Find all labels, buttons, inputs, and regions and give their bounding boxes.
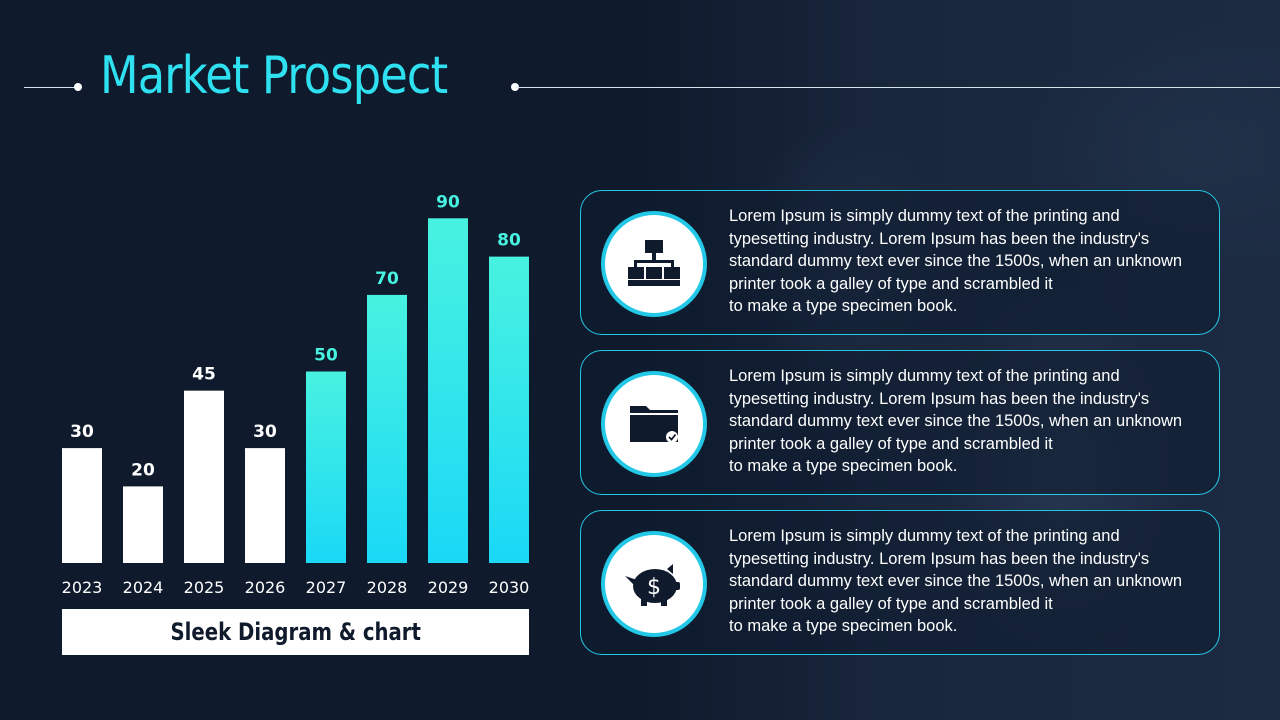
category-label-2030: 2030	[489, 578, 530, 597]
svg-text:$: $	[647, 575, 661, 600]
bar-2026	[245, 448, 285, 563]
category-label-2029: 2029	[428, 578, 469, 597]
value-label-2027: 50	[314, 346, 338, 366]
card-2-text: Lorem Ipsum is simply dummy text of the …	[729, 367, 1183, 475]
bar-2030	[489, 256, 529, 563]
card-icon-ring: $	[601, 531, 707, 637]
category-label-2028: 2028	[367, 578, 408, 597]
page-title: Market Prospect	[100, 46, 448, 106]
bar-2028	[367, 294, 407, 563]
value-label-2025: 45	[192, 365, 216, 385]
category-label-2027: 2027	[306, 578, 347, 597]
title-left-rule	[24, 87, 78, 88]
piggy-bank-dollar-icon: $	[605, 535, 703, 633]
title-right-rule	[516, 87, 1280, 88]
info-card-2: Lorem Ipsum is simply dummy text of the …	[580, 350, 1220, 495]
bar-2024	[123, 486, 163, 563]
card-icon-ring	[601, 371, 707, 477]
chart-caption: Sleek Diagram & chart	[170, 618, 421, 646]
info-card-3: $ Lorem Ipsum is simply dummy text of th…	[580, 510, 1220, 655]
bar-chart: 30 2023 20 2024 45 2025 30 2026 50 2027 70 2028 90 20…	[62, 192, 530, 597]
category-label-2026: 2026	[245, 578, 286, 597]
category-label-2024: 2024	[123, 578, 164, 597]
title-left-dot	[74, 83, 82, 91]
category-label-2023: 2023	[62, 578, 103, 597]
card-icon-ring	[601, 211, 707, 317]
category-label-2025: 2025	[184, 578, 225, 597]
hierarchy-icon	[605, 215, 703, 313]
chart-caption-box: Sleek Diagram & chart	[62, 609, 529, 655]
bar-2027	[306, 371, 346, 563]
info-card-1: Lorem Ipsum is simply dummy text of the …	[580, 190, 1220, 335]
value-label-2030: 80	[497, 231, 521, 251]
value-label-2024: 20	[131, 460, 155, 480]
bar-2023	[62, 448, 102, 563]
folder-check-icon	[605, 375, 703, 473]
bar-2029	[428, 218, 468, 564]
value-label-2026: 30	[253, 422, 277, 442]
value-label-2029: 90	[436, 192, 460, 212]
bar-2025	[184, 390, 224, 563]
title-right-dot	[511, 83, 519, 91]
value-label-2028: 70	[375, 269, 399, 289]
card-3-text: Lorem Ipsum is simply dummy text of the …	[729, 527, 1183, 635]
card-1-text: Lorem Ipsum is simply dummy text of the …	[729, 207, 1183, 315]
value-label-2023: 30	[70, 422, 94, 442]
